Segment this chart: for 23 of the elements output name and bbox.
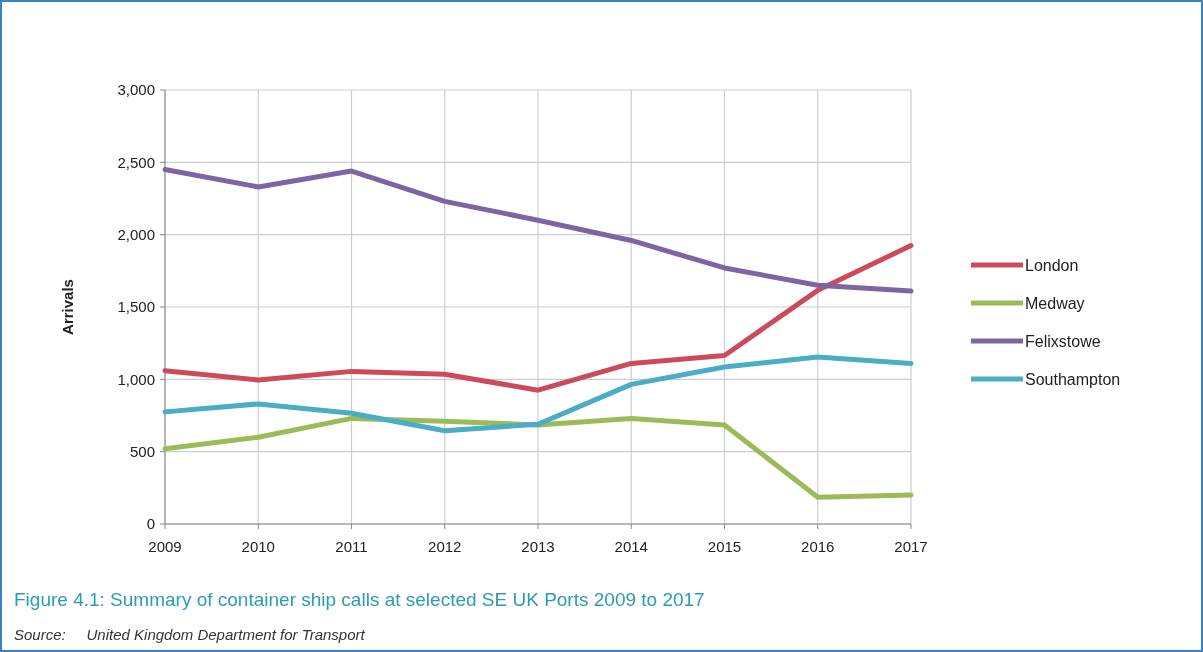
y-tick-label: 1,500 xyxy=(117,298,155,316)
x-tick-label: 2017 xyxy=(894,538,928,555)
x-tick-label: 2015 xyxy=(707,538,742,555)
y-axis-title: Arrivals xyxy=(59,279,76,335)
y-tick-label: 500 xyxy=(129,442,155,460)
source-note: Source: United Kingdom Department for Transport xyxy=(14,626,366,643)
y-tick-label: 2,000 xyxy=(117,225,155,243)
x-tick-label: 2010 xyxy=(241,538,275,555)
x-tick-label: 2014 xyxy=(614,538,648,555)
legend-label: Southampton xyxy=(1025,370,1121,388)
legend-label: Felixstowe xyxy=(1025,332,1101,350)
x-tick-label: 2012 xyxy=(428,538,462,555)
legend-label: Medway xyxy=(1025,294,1085,312)
x-tick-label: 2016 xyxy=(801,538,835,555)
y-tick-label: 3,000 xyxy=(117,81,155,99)
x-tick-label: 2013 xyxy=(521,538,555,555)
x-tick-label: 2011 xyxy=(335,538,368,555)
legend-label: London xyxy=(1025,256,1079,274)
text: Figure 4.1: Summary of container ship calls at selected SE UK Ports 2009 to 2017 xyxy=(14,589,705,610)
y-tick-label: 0 xyxy=(146,515,155,533)
y-tick-label: 2,500 xyxy=(117,153,155,171)
y-tick-label: 1,000 xyxy=(117,370,155,388)
x-tick-label: 2009 xyxy=(148,538,182,555)
